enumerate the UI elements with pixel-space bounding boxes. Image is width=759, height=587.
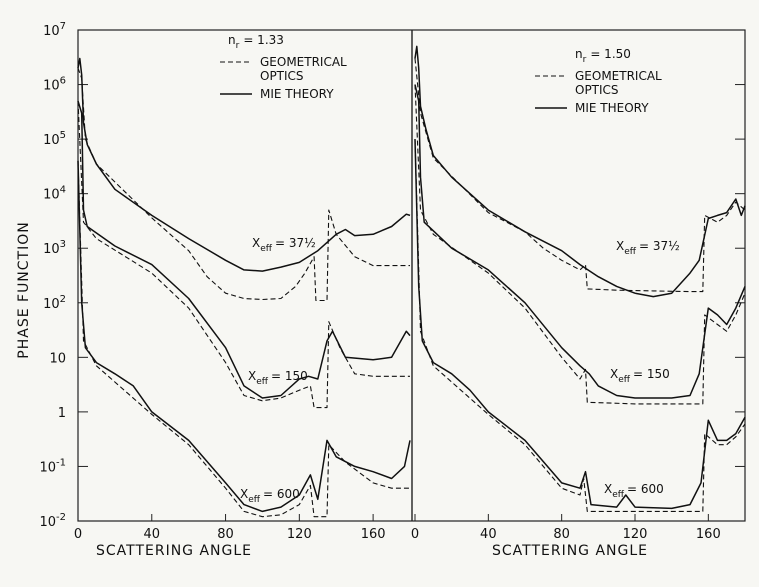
y-tick-label: 102 (43, 294, 66, 312)
x-tick-label: 120 (287, 527, 312, 542)
legend-label: OPTICS (260, 69, 304, 83)
y-axis: 10-2 10-1 1 10 102 103 104 105 106 107 (39, 21, 745, 530)
size-parameter-label: Xeff = 150 (248, 369, 308, 387)
size-parameter-labels: Xeff = 37½ Xeff = 150 Xeff = 600 Xeff = 37½ Xeff… (240, 236, 680, 505)
geometrical-optics-curve (414, 139, 746, 512)
mie-theory-curve (414, 84, 746, 399)
geometrical-optics-curve (77, 100, 410, 409)
y-tick-label: 103 (43, 239, 66, 257)
legend-label: MIE THEORY (575, 101, 649, 115)
x-axis: 0 40 80 120 160 SCATTERING ANGLE 0 40 80 120 160 SC… (74, 514, 721, 559)
size-parameter-label: Xeff = 150 (610, 367, 670, 385)
legend-title: nr = 1.50 (575, 47, 631, 65)
size-parameter-label: Xeff = 600 (240, 487, 300, 505)
x-tick-label: 0 (411, 527, 419, 542)
legend-label: OPTICS (575, 83, 619, 97)
y-axis-label: PHASE FUNCTION (16, 221, 32, 358)
x-tick-label: 40 (144, 527, 161, 542)
x-tick-label: 160 (696, 527, 721, 542)
y-tick-label: 105 (43, 130, 66, 148)
x-axis-label: SCATTERING ANGLE (492, 543, 648, 559)
legend-label: GEOMETRICAL (575, 69, 662, 83)
y-tick-label: 107 (43, 21, 66, 39)
x-tick-label: 40 (480, 527, 497, 542)
y-tick-label: 10-1 (39, 457, 66, 475)
legend-title: nr = 1.33 (228, 33, 284, 51)
mie-theory-curve (77, 160, 411, 513)
mie-theory-curve (77, 57, 411, 272)
y-tick-label: 10-2 (39, 512, 66, 530)
legend-label: MIE THEORY (260, 87, 334, 101)
y-tick-label: 10 (49, 351, 66, 366)
mie-theory-curve (77, 100, 411, 399)
geometrical-optics-curve (77, 67, 410, 302)
geometrical-optics-curve (77, 160, 410, 518)
mie-theory-curve (414, 139, 746, 510)
size-parameter-label: Xeff = 37½ (252, 236, 316, 254)
x-tick-label: 80 (553, 527, 570, 542)
x-tick-label: 0 (74, 527, 82, 542)
curves (77, 45, 746, 518)
x-tick-label: 160 (361, 527, 386, 542)
y-tick-label: 1 (58, 406, 66, 421)
plot-frame (77, 29, 746, 522)
geometrical-optics-curve (414, 58, 746, 293)
legend-label: GEOMETRICAL (260, 55, 347, 69)
x-axis-label: SCATTERING ANGLE (96, 543, 252, 559)
size-parameter-label: Xeff = 37½ (616, 239, 680, 257)
mie-theory-curve (414, 45, 746, 298)
y-tick-label: 104 (43, 185, 66, 203)
geometrical-optics-curve (414, 84, 746, 405)
size-parameter-label: Xeff = 600 (604, 482, 664, 500)
x-tick-label: 80 (217, 527, 234, 542)
x-tick-label: 120 (623, 527, 648, 542)
y-tick-label: 106 (43, 76, 66, 94)
